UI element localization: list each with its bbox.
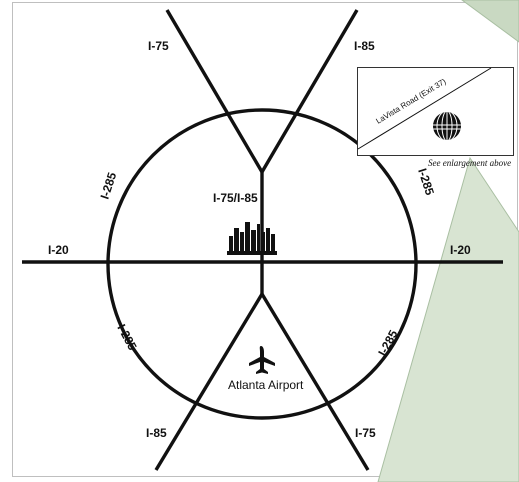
i85-north-label: I-85 (354, 39, 375, 53)
i75-south-road (260, 293, 370, 471)
enlargement-callout (377, 156, 519, 482)
i85-north-road (260, 9, 359, 173)
i75-north-label: I-75 (148, 39, 169, 53)
i75-north-road (165, 9, 264, 173)
lavista-road-line (357, 67, 492, 150)
i75-south-label: I-75 (355, 426, 376, 440)
city-skyline-icon (227, 222, 277, 255)
i285-perimeter-road (106, 108, 418, 420)
airplane-icon (249, 346, 275, 374)
inset-frame (357, 67, 514, 156)
airport-label: Atlanta Airport (228, 378, 304, 392)
i20-east-label: I-20 (450, 243, 471, 257)
globe-logo-icon (433, 112, 461, 140)
enlargement-inset: LaVista Road (Exit 37) (357, 67, 514, 156)
i85-south-road (154, 293, 264, 471)
corner-fold (461, 0, 519, 43)
enlargement-note: See enlargement above (428, 158, 511, 168)
i85-south-label: I-85 (146, 426, 167, 440)
i75-i85-label: I-75/I-85 (213, 191, 258, 205)
i20-west-label: I-20 (48, 243, 69, 257)
